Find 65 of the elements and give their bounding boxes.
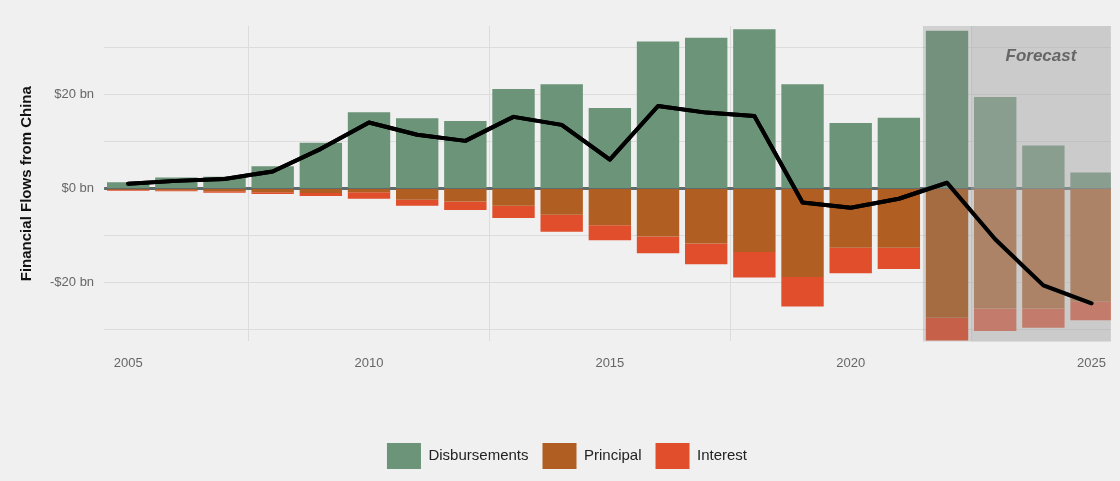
bar — [299, 142, 343, 188]
bar — [540, 214, 583, 232]
bar — [877, 188, 921, 248]
bar — [1070, 301, 1111, 321]
bar — [636, 41, 680, 188]
bar — [829, 247, 872, 274]
bar — [877, 247, 921, 269]
bar — [1022, 188, 1065, 309]
x-tick-label: 2025 — [1077, 354, 1106, 370]
bar — [540, 188, 583, 215]
bar — [974, 97, 1017, 188]
bar — [925, 188, 969, 318]
x-tick-label: 2015 — [595, 354, 625, 370]
bar — [733, 188, 776, 252]
bar — [1022, 308, 1065, 328]
bar — [733, 29, 776, 188]
x-tick-label: 2010 — [354, 354, 384, 370]
bar — [781, 276, 824, 307]
bar — [540, 84, 583, 188]
bar — [347, 192, 391, 199]
legend-label: Disbursements — [428, 446, 529, 464]
band-label: Forecast — [1005, 46, 1078, 66]
bar — [1022, 145, 1065, 188]
legend-label: Principal — [583, 446, 642, 464]
bar — [685, 37, 728, 188]
bar — [588, 107, 632, 188]
bar — [251, 188, 294, 193]
bar — [636, 236, 680, 254]
bar — [395, 118, 439, 188]
bar — [347, 112, 391, 188]
bar — [925, 317, 969, 341]
bar — [974, 188, 1017, 309]
bar — [781, 188, 824, 277]
y-tick-label: $0 bn — [61, 179, 95, 195]
bar — [974, 308, 1017, 332]
bar — [588, 225, 632, 241]
bar — [781, 84, 824, 188]
bar — [444, 188, 487, 202]
bar — [299, 188, 343, 194]
bar — [395, 199, 439, 206]
bar — [492, 89, 535, 188]
y-tick-label: -$20 bn — [50, 274, 95, 290]
bar — [1070, 172, 1111, 188]
bar — [1070, 188, 1111, 302]
bar — [685, 243, 728, 265]
bar — [829, 188, 872, 248]
bar — [347, 188, 391, 193]
bar — [444, 201, 487, 211]
bar — [492, 188, 535, 206]
bar — [395, 188, 439, 200]
bar — [733, 251, 776, 278]
x-tick-label: 2020 — [836, 354, 866, 370]
bar — [685, 188, 728, 244]
y-tick-label: $20 bn — [54, 85, 95, 101]
bar — [299, 193, 343, 196]
y-axis-title: Financial Flows from China — [17, 85, 35, 282]
bar — [829, 122, 872, 188]
legend-label: Interest — [697, 446, 748, 464]
bar — [877, 117, 921, 188]
bar — [444, 121, 487, 188]
bar — [588, 188, 632, 226]
bar — [636, 188, 680, 237]
bar — [925, 30, 969, 188]
bar — [492, 205, 535, 219]
x-tick-label: 2005 — [113, 354, 143, 370]
